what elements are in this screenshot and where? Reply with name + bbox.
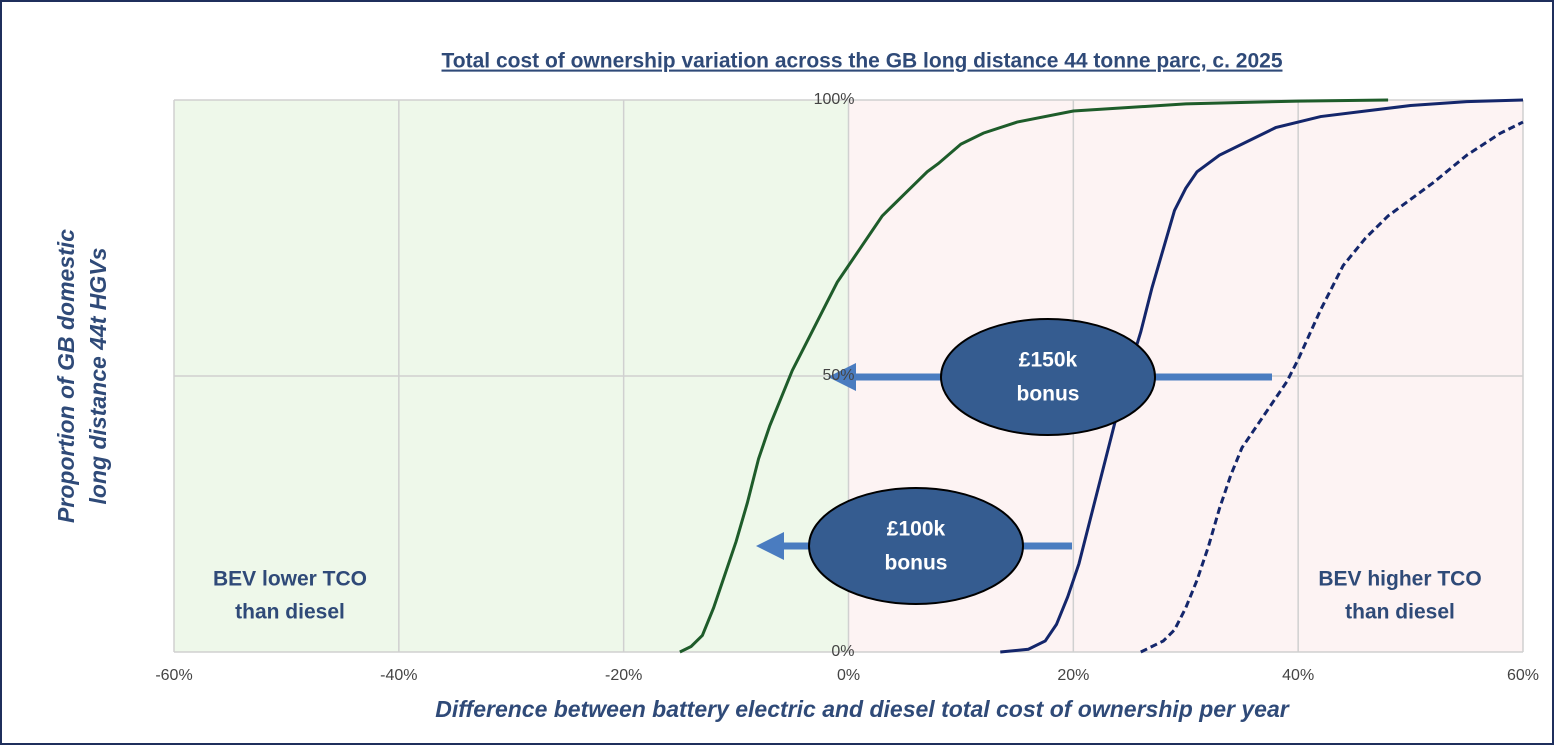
y-axis-label-line: long distance 44t HGVs: [85, 248, 111, 505]
bubble-text: £100k: [887, 518, 946, 541]
x-tick-label: 0%: [837, 667, 860, 684]
region-note: than diesel: [235, 601, 345, 624]
y-tick-label: 100%: [814, 91, 855, 108]
y-tick-label: 50%: [822, 367, 854, 384]
bubble-text: bonus: [1017, 383, 1080, 406]
bubble-text: bonus: [885, 552, 948, 575]
x-tick-label: 60%: [1507, 667, 1539, 684]
y-axis-label: Proportion of GB domestic long distance …: [53, 229, 111, 523]
chart-title: Total cost of ownership variation across…: [442, 50, 1283, 73]
x-tick-label: 20%: [1057, 667, 1089, 684]
line-series: [1000, 98, 1524, 654]
x-tick-label: 40%: [1282, 667, 1314, 684]
y-tick-label: 0%: [831, 643, 854, 660]
region-note: than diesel: [1345, 601, 1455, 624]
region-note: BEV higher TCO: [1318, 568, 1481, 591]
line-series: [679, 98, 1389, 654]
bubble: [940, 318, 1156, 436]
x-tick-label: -40%: [380, 667, 417, 684]
bubble-text: £150k: [1019, 349, 1078, 372]
y-axis-label-line: Proportion of GB domestic: [53, 229, 79, 523]
x-tick-label: -20%: [605, 667, 642, 684]
bubble: [808, 487, 1024, 605]
x-axis-label: Difference between battery electric and …: [435, 696, 1289, 722]
region-note: BEV lower TCO: [213, 568, 367, 591]
x-tick-label: -60%: [155, 667, 192, 684]
